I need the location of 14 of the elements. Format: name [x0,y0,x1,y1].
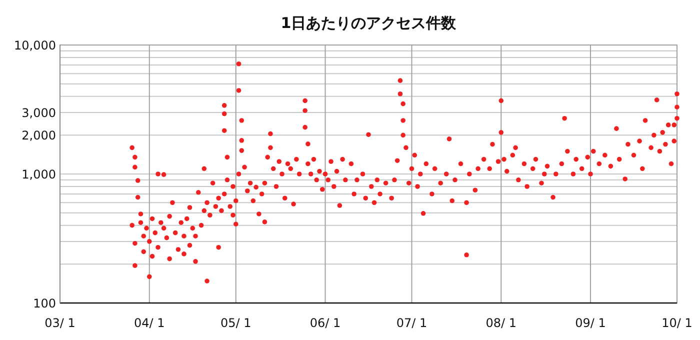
x-tick-label: 07/ 1 [396,316,428,330]
y-tick-label: 100 [33,296,56,310]
x-tick-label: 10/ 1 [662,316,692,330]
y-tick-label: 1,000 [22,168,56,182]
x-tick-label: 03/ 1 [44,316,76,330]
chart-title: 1日あたりのアクセス件数 [280,14,458,32]
x-tick-label: 08/ 1 [486,316,517,330]
x-tick-label: 09/ 1 [575,316,606,330]
y-tick-label: 10,000 [14,38,56,52]
x-tick-label: 05/ 1 [220,316,252,330]
y-tick-label: 2,000 [22,128,56,143]
x-tick-label: 06/ 1 [310,316,341,330]
x-tick-label: 04/ 1 [134,316,165,330]
y-tick-label: 3,000 [22,106,56,120]
